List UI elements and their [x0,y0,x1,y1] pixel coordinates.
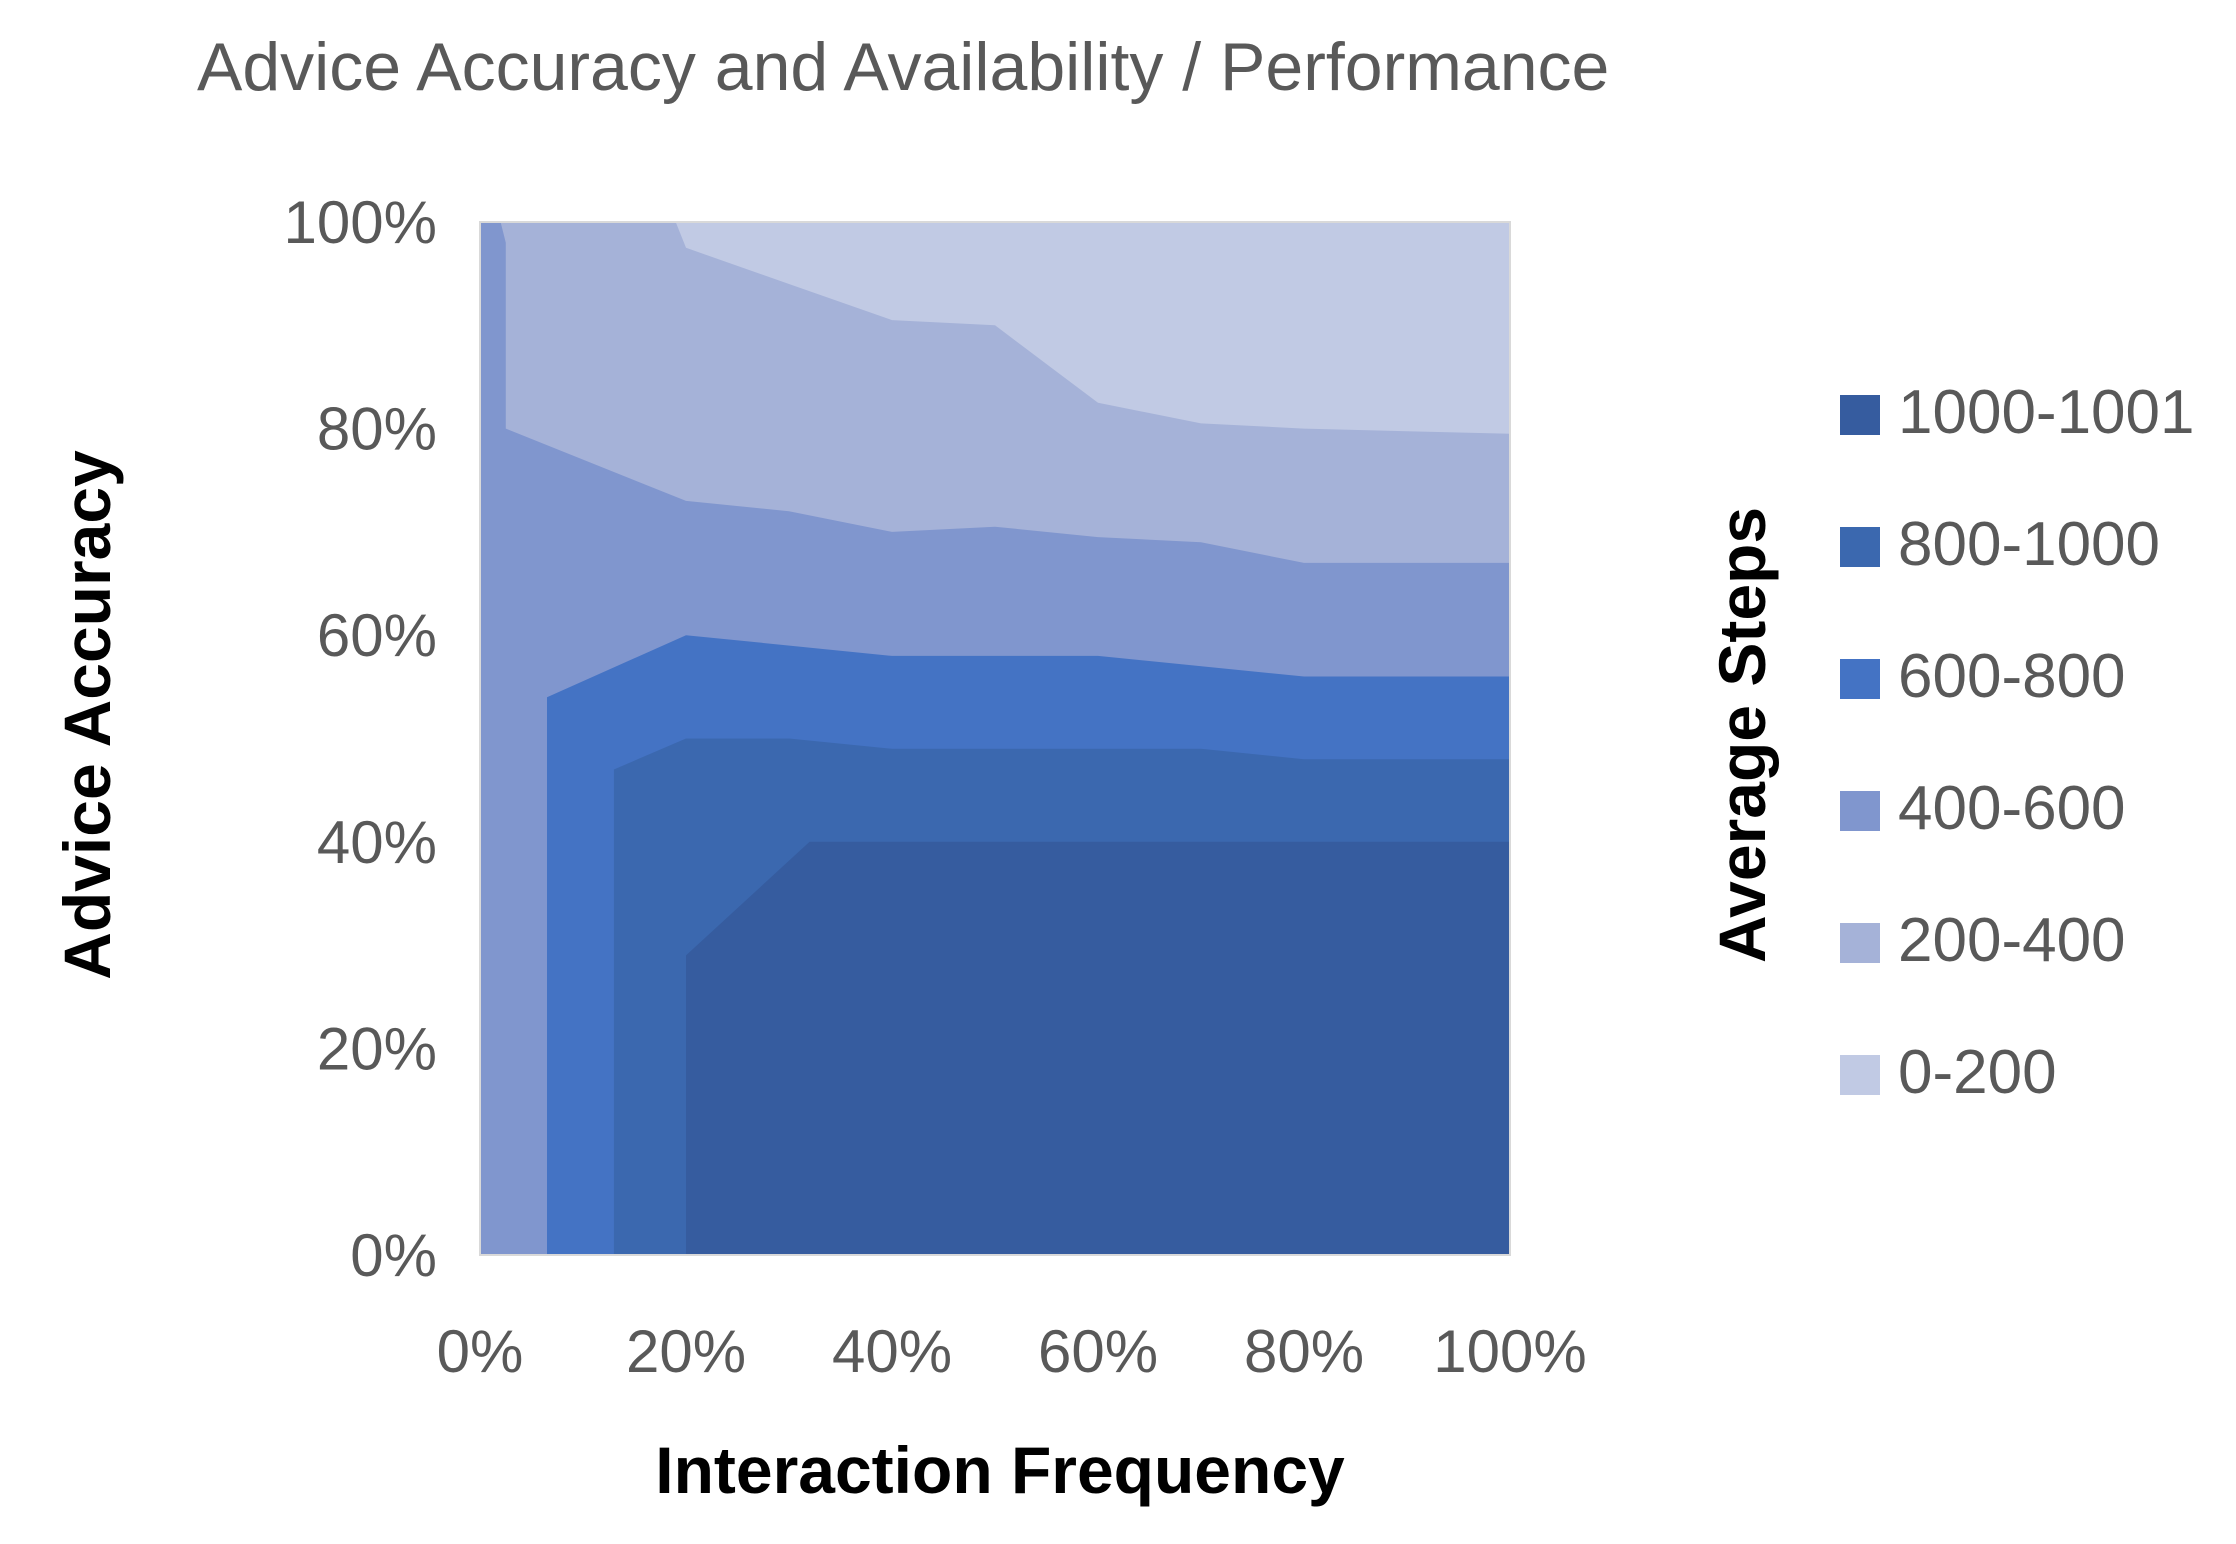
x-tick-label: 60% [1038,1318,1158,1385]
legend-swatch-600-800 [1840,659,1880,699]
legend-label-400-600: 400-600 [1898,774,2126,843]
legend-swatch-800-1000 [1840,527,1880,567]
y-tick-label: 0% [350,1222,437,1289]
legend-swatch-1000-1001 [1840,395,1880,435]
x-axis-ticks: 0% 20% 40% 60% 80% 100% [437,1318,1587,1385]
y-tick-label: 40% [317,809,437,876]
y-axis-title: Advice Accuracy [50,450,124,980]
y-tick-label: 80% [317,396,437,463]
x-tick-label: 0% [437,1318,524,1385]
x-tick-label: 40% [832,1318,952,1385]
x-tick-label: 80% [1244,1318,1364,1385]
x-tick-label: 100% [1433,1318,1586,1385]
legend-swatch-0-200 [1840,1055,1880,1095]
legend-label-600-800: 600-800 [1898,642,2126,711]
contour-band-1000-1001 [686,841,1510,1255]
legend-label-1000-1001: 1000-1001 [1898,378,2195,447]
y-tick-label: 100% [284,189,437,256]
legend: 1000-1001 800-1000 600-800 400-600 200-400 0-… [1840,378,2195,1107]
y-axis-ticks: 0% 20% 40% 60% 80% 100% [284,189,437,1289]
chart-title: Advice Accuracy and Availability / Perfo… [197,29,1609,105]
legend-title: Average Steps [1705,507,1779,963]
x-tick-label: 20% [626,1318,746,1385]
legend-swatch-400-600 [1840,791,1880,831]
legend-label-0-200: 0-200 [1898,1038,2057,1107]
legend-swatch-200-400 [1840,923,1880,963]
y-tick-label: 20% [317,1015,437,1082]
plot-area [479,221,1511,1256]
plot-border [479,221,1511,1256]
y-tick-label: 60% [317,602,437,669]
legend-label-200-400: 200-400 [1898,906,2126,975]
x-axis-title: Interaction Frequency [655,1433,1345,1507]
legend-label-800-1000: 800-1000 [1898,510,2160,579]
